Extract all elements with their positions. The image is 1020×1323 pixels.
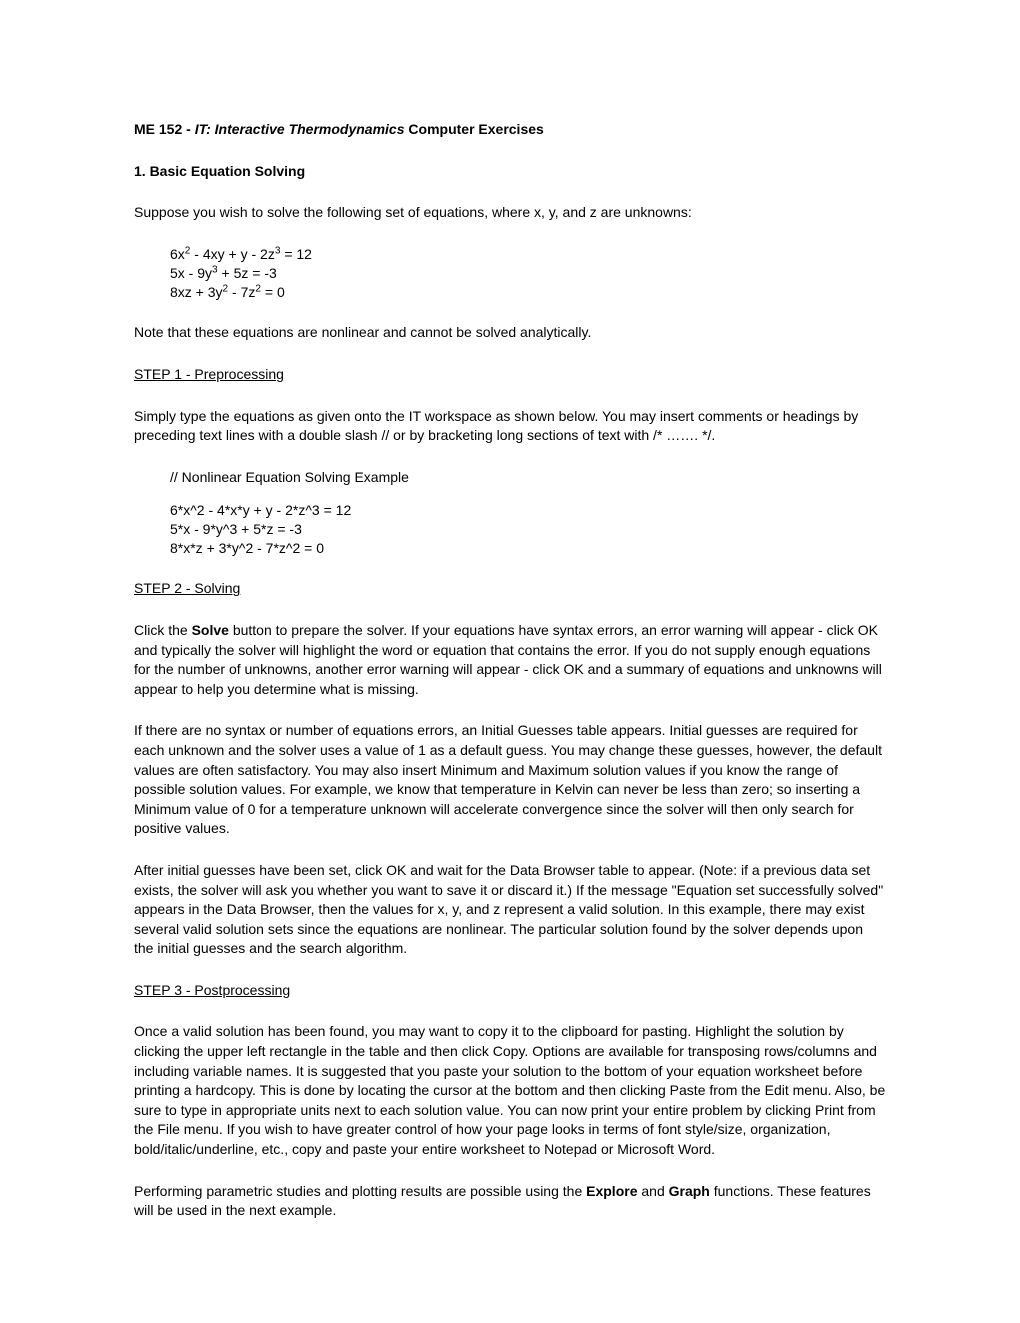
step2-heading: STEP 2 - Solving bbox=[134, 579, 886, 599]
intro-paragraph: Suppose you wish to solve the following … bbox=[134, 203, 886, 223]
code-line-2: 5*x - 9*y^3 + 5*z = -3 bbox=[170, 520, 886, 539]
code-line-1: 6*x^2 - 4*x*y + y - 2*z^3 = 12 bbox=[170, 501, 886, 520]
step1-heading: STEP 1 - Preprocessing bbox=[134, 365, 886, 385]
title-prefix: ME 152 - bbox=[134, 121, 195, 137]
explore-word: Explore bbox=[586, 1183, 637, 1199]
step2-paragraph-1: Click the Solve button to prepare the so… bbox=[134, 621, 886, 699]
step3-heading: STEP 3 - Postprocessing bbox=[134, 981, 886, 1001]
title-suffix: Computer Exercises bbox=[405, 121, 544, 137]
equation-1: 6x2 - 4xy + y - 2z3 = 12 bbox=[170, 245, 886, 264]
equation-3: 8xz + 3y2 - 7z2 = 0 bbox=[170, 283, 886, 302]
graph-word: Graph bbox=[669, 1183, 710, 1199]
nonlinear-note: Note that these equations are nonlinear … bbox=[134, 323, 886, 343]
equation-2: 5x - 9y3 + 5z = -3 bbox=[170, 264, 886, 283]
step3-paragraph-2: Performing parametric studies and plotti… bbox=[134, 1182, 886, 1221]
document-title: ME 152 - IT: Interactive Thermodynamics … bbox=[134, 120, 886, 140]
solve-word: Solve bbox=[192, 622, 229, 638]
code-comment: // Nonlinear Equation Solving Example bbox=[170, 468, 886, 487]
code-block: // Nonlinear Equation Solving Example 6*… bbox=[134, 468, 886, 558]
title-italic: IT: Interactive Thermodynamics bbox=[195, 121, 405, 137]
step3-paragraph-1: Once a valid solution has been found, yo… bbox=[134, 1022, 886, 1159]
document-page: ME 152 - IT: Interactive Thermodynamics … bbox=[0, 0, 1020, 1323]
section-heading: 1. Basic Equation Solving bbox=[134, 162, 886, 182]
step1-paragraph: Simply type the equations as given onto … bbox=[134, 407, 886, 446]
code-line-3: 8*x*z + 3*y^2 - 7*z^2 = 0 bbox=[170, 539, 886, 558]
equation-block: 6x2 - 4xy + y - 2z3 = 12 5x - 9y3 + 5z =… bbox=[134, 245, 886, 302]
step2-paragraph-3: After initial guesses have been set, cli… bbox=[134, 861, 886, 959]
step2-paragraph-2: If there are no syntax or number of equa… bbox=[134, 721, 886, 839]
